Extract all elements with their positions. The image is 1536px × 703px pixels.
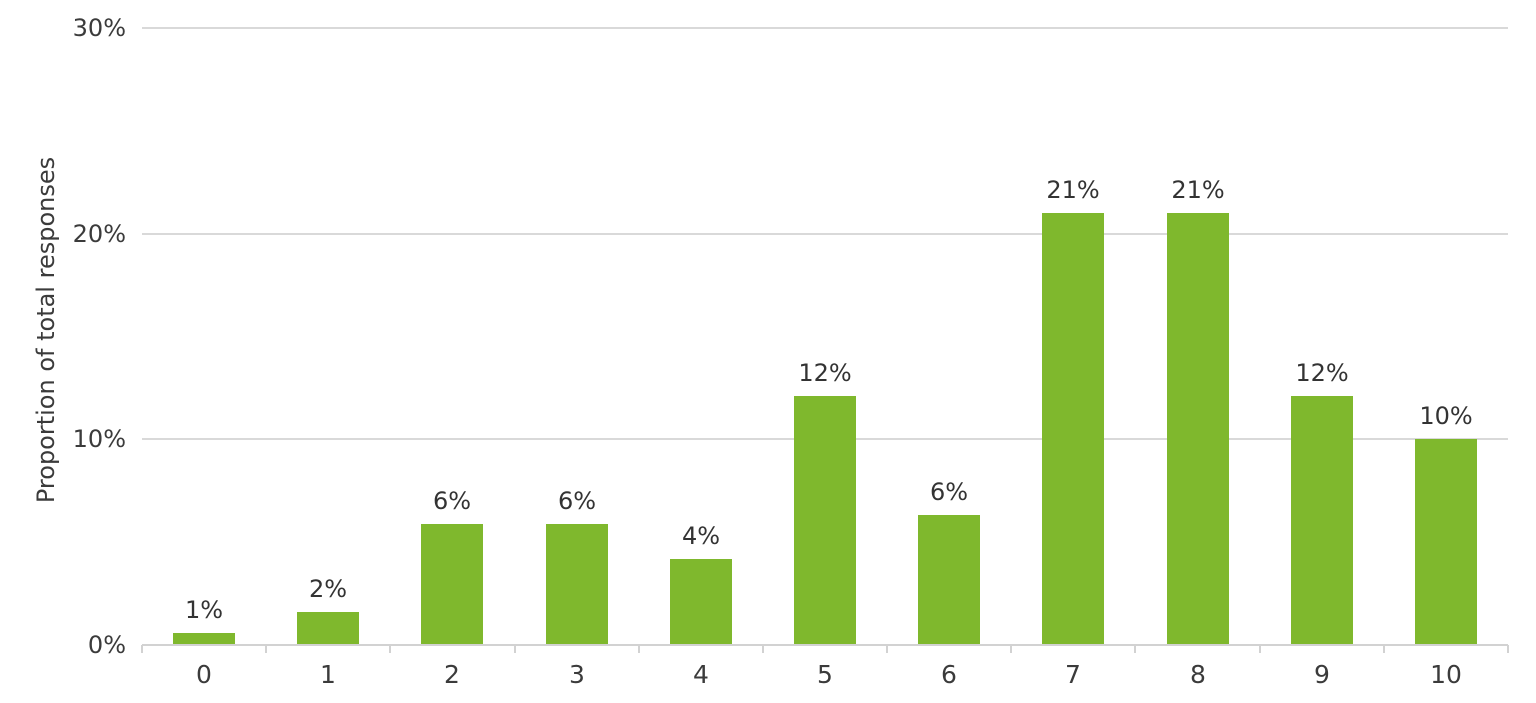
bar-value-label: 21% — [1046, 176, 1100, 204]
x-axis-tick — [1507, 645, 1509, 653]
gridline-20% — [142, 232, 1508, 235]
bar-value-label: 6% — [432, 487, 472, 515]
x-axis-tick — [1382, 645, 1385, 653]
bar-category-3 — [546, 524, 608, 645]
bar-category-0 — [173, 633, 235, 645]
x-category-label: 1 — [320, 660, 336, 689]
x-category-label: 3 — [569, 660, 585, 689]
x-axis-tick — [265, 645, 268, 653]
bar-category-6 — [918, 515, 980, 645]
bar-category-7 — [1042, 213, 1104, 645]
y-tick-label: 10% — [72, 425, 126, 454]
bar-category-1 — [297, 612, 359, 645]
bar-value-label: 12% — [1295, 359, 1349, 387]
x-axis-tick — [886, 645, 889, 653]
y-axis-title-text: Proportion of total responses — [32, 156, 60, 504]
bar-value-label: 6% — [929, 478, 969, 506]
y-tick-label: 0% — [87, 631, 126, 659]
x-category-label: 8 — [1190, 660, 1206, 689]
x-axis-tick — [1010, 645, 1013, 653]
x-axis-tick — [141, 645, 143, 653]
x-category-label: 0 — [196, 660, 212, 689]
x-axis-tick — [513, 645, 516, 653]
bar-value-label: 10% — [1419, 402, 1473, 430]
bar-value-label: 6% — [557, 487, 597, 515]
x-axis-tick — [761, 645, 764, 653]
x-axis-line — [142, 644, 1508, 646]
bar-value-label: 1% — [184, 596, 224, 624]
x-axis-tick — [389, 645, 392, 653]
x-category-label: 6 — [941, 660, 957, 689]
bar-value-label: 21% — [1171, 176, 1225, 204]
x-category-label: 5 — [817, 660, 833, 689]
bar-category-5 — [794, 396, 856, 645]
bar-category-2 — [421, 524, 483, 645]
x-axis-tick — [1258, 645, 1261, 653]
x-axis-tick — [1134, 645, 1137, 653]
bar-category-9 — [1291, 396, 1353, 645]
x-category-label: 4 — [693, 660, 709, 689]
gridline-30% — [142, 27, 1508, 29]
x-category-label: 7 — [1065, 660, 1081, 689]
bar-value-label: 4% — [681, 522, 721, 550]
y-tick-label: 30% — [72, 14, 126, 42]
x-category-label: 2 — [444, 660, 460, 689]
y-tick-label: 20% — [72, 219, 126, 248]
x-category-label: 10 — [1430, 660, 1462, 689]
bar-value-label: 12% — [798, 359, 852, 387]
x-axis-tick — [637, 645, 640, 653]
bar-category-10 — [1415, 439, 1477, 645]
x-category-label: 9 — [1314, 660, 1330, 689]
bar-category-8 — [1167, 213, 1229, 645]
bar-value-label: 2% — [308, 575, 348, 603]
bar-category-4 — [670, 559, 732, 645]
